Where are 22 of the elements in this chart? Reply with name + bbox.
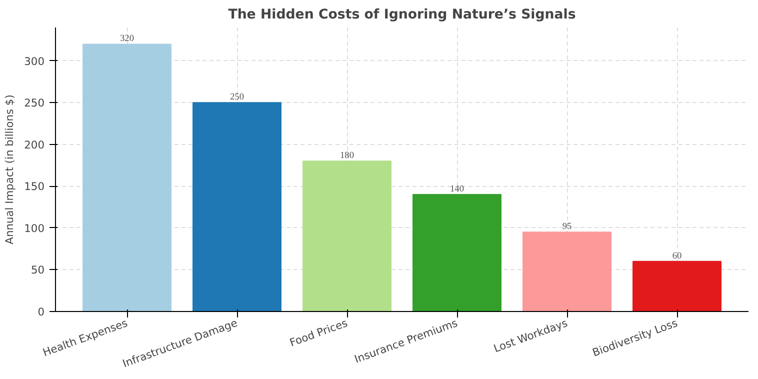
y-tick-label: 0	[38, 306, 45, 318]
y-axis-title: Annual Impact (in billions $)	[3, 94, 16, 244]
y-tick-label: 100	[24, 222, 45, 235]
data-label: 180	[340, 151, 354, 162]
y-tick-label: 300	[24, 54, 45, 68]
x-tick-label: Food Prices	[288, 316, 350, 350]
y-tick-label: 150	[24, 180, 45, 194]
bar	[82, 44, 172, 312]
y-tick-label: 250	[24, 96, 45, 110]
data-label: 60	[672, 251, 682, 262]
y-tick-label: 50	[30, 264, 45, 277]
data-label: 140	[450, 184, 464, 195]
bar	[522, 232, 612, 312]
chart-title: The Hidden Costs of Ignoring Nature’s Signals	[228, 8, 576, 22]
data-label: 320	[120, 34, 134, 44]
y-tick-label: 200	[24, 138, 45, 152]
bar	[412, 194, 502, 312]
data-label: 250	[230, 92, 244, 103]
bar	[302, 160, 392, 312]
bar	[192, 102, 282, 312]
data-label: 95	[562, 222, 572, 232]
bar	[632, 260, 722, 312]
